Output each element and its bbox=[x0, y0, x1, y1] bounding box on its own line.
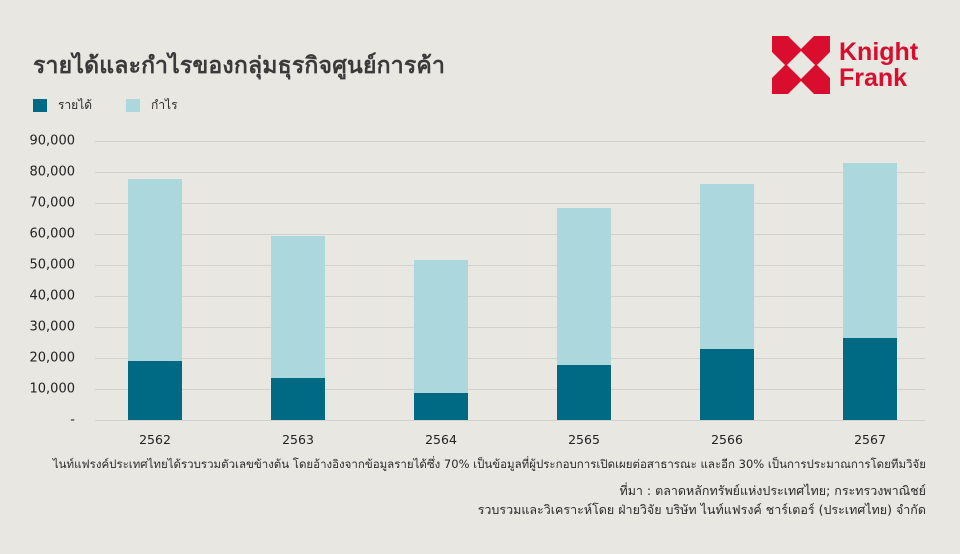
compiled-by-note: รวบรวมและวิเคราะห์โดย ฝ่ายวิจัย บริษัท ไ… bbox=[477, 502, 926, 517]
y-axis-tick-label: 10,000 bbox=[29, 381, 76, 397]
bar-segment-revenue bbox=[128, 361, 182, 420]
stacked-bar-2564 bbox=[414, 260, 468, 420]
bar-segment-revenue bbox=[843, 338, 897, 420]
gridline bbox=[95, 296, 925, 297]
stacked-bar-2563 bbox=[271, 236, 325, 420]
bar-segment-revenue bbox=[700, 348, 754, 420]
gridline bbox=[95, 234, 925, 235]
gridline bbox=[95, 203, 925, 204]
legend-item-revenue: รายได้ bbox=[33, 96, 92, 115]
legend-label-revenue: รายได้ bbox=[58, 98, 93, 112]
x-axis-tick-label: 2564 bbox=[425, 432, 457, 447]
y-axis-tick-label: 70,000 bbox=[29, 195, 76, 211]
y-axis-tick-label: 40,000 bbox=[29, 288, 76, 304]
knight-frank-logo-icon bbox=[772, 36, 830, 94]
source-note: ที่มา : ตลาดหลักทรัพย์แห่งประเทศไทย; กระ… bbox=[619, 483, 926, 498]
stacked-bar-2567 bbox=[843, 162, 897, 420]
logo-wordmark: Knight Frank bbox=[839, 39, 918, 91]
gridline bbox=[95, 389, 925, 390]
legend-swatch-revenue bbox=[33, 99, 47, 112]
stacked-bar-2562 bbox=[128, 179, 182, 420]
chart-legend: รายได้ กำไร bbox=[33, 96, 192, 115]
gridline bbox=[95, 420, 925, 421]
bar-segment-revenue bbox=[414, 393, 468, 420]
bar-segment-profit bbox=[128, 179, 182, 362]
stacked-bar-2565 bbox=[557, 207, 611, 420]
bar-segment-profit bbox=[414, 260, 468, 394]
y-axis-tick-label: - bbox=[70, 412, 75, 428]
y-axis-tick-label: 20,000 bbox=[29, 350, 76, 366]
gridline bbox=[95, 265, 925, 266]
x-axis-tick-label: 2563 bbox=[282, 432, 314, 447]
x-axis-tick-label: 2565 bbox=[568, 432, 600, 447]
bar-segment-profit bbox=[557, 207, 611, 366]
bar-segment-profit bbox=[843, 162, 897, 339]
bar-segment-profit bbox=[700, 184, 754, 349]
legend-swatch-profit bbox=[126, 99, 141, 112]
bar-segment-profit bbox=[271, 236, 325, 378]
chart-title: รายได้และกำไรของกลุ่มธุรกิจศูนย์การค้า bbox=[33, 53, 446, 79]
legend-label-profit: กำไร bbox=[151, 98, 178, 112]
bar-segment-revenue bbox=[271, 377, 325, 420]
x-axis-tick-label: 2566 bbox=[711, 432, 743, 447]
gridline bbox=[95, 172, 925, 173]
knight-frank-logo: Knight Frank bbox=[772, 36, 918, 94]
gridline bbox=[95, 327, 925, 328]
y-axis-tick-label: 80,000 bbox=[29, 164, 76, 180]
methodology-note: ไนท์แฟรงค์ประเทศไทยได้รวบรวมตัวเลขข้างต้… bbox=[52, 457, 926, 471]
logo-line-2: Frank bbox=[839, 64, 908, 92]
y-axis-tick-label: 30,000 bbox=[29, 319, 76, 335]
gridline bbox=[95, 358, 925, 359]
bar-segment-revenue bbox=[557, 365, 611, 420]
y-axis-tick-label: 90,000 bbox=[29, 133, 76, 149]
y-axis-tick-label: 60,000 bbox=[29, 226, 76, 242]
logo-line-1: Knight bbox=[839, 38, 919, 66]
x-axis-tick-label: 2562 bbox=[139, 432, 171, 447]
x-axis-tick-label: 2567 bbox=[854, 432, 886, 447]
legend-item-profit: กำไร bbox=[126, 96, 178, 115]
y-axis-tick-label: 50,000 bbox=[29, 257, 76, 273]
gridline bbox=[95, 141, 925, 142]
stacked-bar-2566 bbox=[700, 184, 754, 420]
